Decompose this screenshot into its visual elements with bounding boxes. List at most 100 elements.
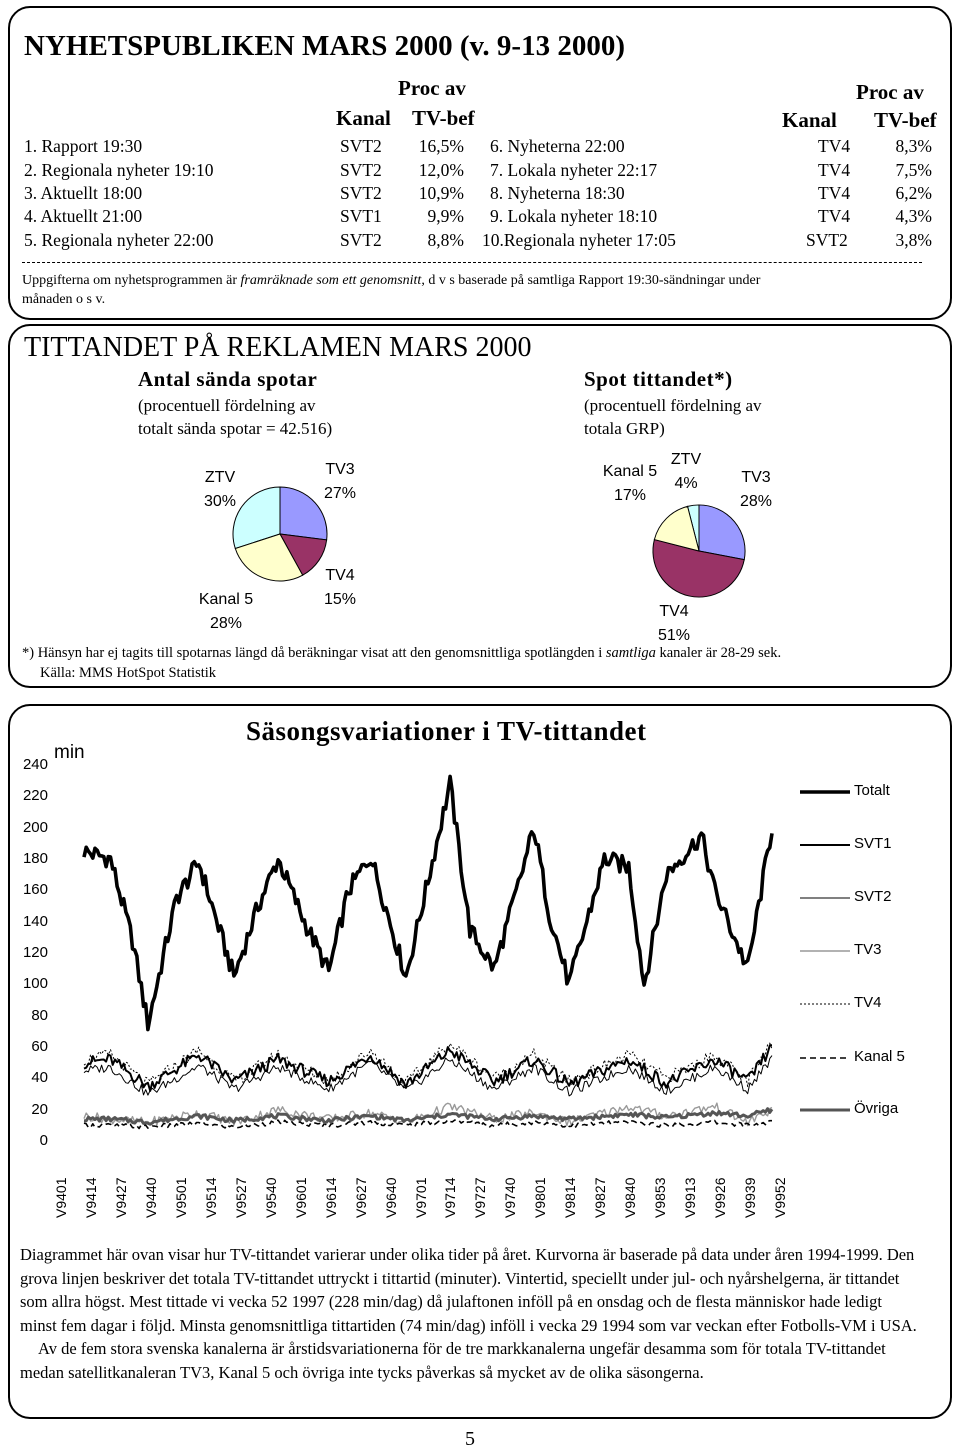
pie-slice-tv3 bbox=[279, 486, 328, 541]
series-line-tv4 bbox=[83, 1042, 773, 1088]
table-row: 9. Lokala nyheter 18:10 bbox=[490, 206, 658, 226]
right-pie-sub2: totala GRP) bbox=[584, 419, 665, 438]
y-tick-label: 200 bbox=[22, 818, 48, 836]
row-pct: 9,9% bbox=[427, 206, 464, 226]
row-kanal: SVT2 bbox=[340, 160, 382, 180]
y-axis-unit: min bbox=[54, 742, 85, 763]
table-row: 10.Regionala nyheter 17:05 bbox=[482, 230, 676, 250]
news-dashed-divider bbox=[22, 262, 922, 263]
season-box bbox=[8, 704, 952, 1419]
right-col-kanal: Kanal bbox=[782, 108, 837, 132]
table-row: 3. Aktuellt 18:00 bbox=[24, 183, 143, 203]
table-row: 7. Lokala nyheter 22:17 bbox=[490, 160, 658, 180]
pie1-label-tv4: TV4 15% bbox=[323, 567, 357, 608]
y-tick-label: 180 bbox=[22, 850, 48, 867]
table-row: 2. Regionala nyheter 19:10 bbox=[24, 160, 214, 180]
row-pct: 8,8% bbox=[427, 230, 464, 250]
row-kanal: SVT2 bbox=[340, 183, 382, 203]
series-line-svt2 bbox=[83, 1055, 773, 1097]
pie2-label-ztv: ZTV 4% bbox=[670, 451, 702, 492]
legend-label: TV4 bbox=[854, 994, 882, 1011]
legend-label: SVT1 bbox=[854, 835, 892, 852]
y-tick-label: 240 bbox=[22, 756, 48, 773]
table-row: 1. Rapport 19:30 bbox=[24, 136, 143, 156]
pie-slice-tv4 bbox=[652, 538, 745, 598]
legend-label: Övriga bbox=[854, 1100, 899, 1117]
pie2-label-tv3: TV3 28% bbox=[739, 469, 773, 510]
legend-label: Totalt bbox=[854, 782, 890, 799]
pie-slice-kanal-5 bbox=[653, 505, 700, 552]
row-pct: 10,9% bbox=[418, 183, 464, 203]
left-pie-heading: Antal sända spotar bbox=[138, 367, 318, 391]
row-kanal: SVT2 bbox=[340, 230, 382, 250]
table-row: 8. Nyheterna 18:30 bbox=[490, 183, 625, 203]
row-pct: 8,3% bbox=[895, 136, 932, 156]
legend-label: Kanal 5 bbox=[854, 1048, 905, 1065]
ads-footnote: *) Hänsyn har ej tagits till spotarnas l… bbox=[22, 645, 782, 661]
row-pct: 6,2% bbox=[895, 183, 932, 203]
series-line-totalt bbox=[82, 774, 774, 1032]
row-kanal: TV4 bbox=[818, 206, 851, 226]
row-pct: 3,8% bbox=[895, 230, 932, 250]
pie2-label-kanal5: Kanal 5 17% bbox=[602, 463, 658, 504]
y-tick-label: 140 bbox=[22, 912, 48, 930]
row-kanal: TV4 bbox=[818, 136, 851, 156]
page-number: 5 bbox=[465, 1428, 475, 1450]
season-chart-title: Säsongsvariationer i TV-tittandet bbox=[246, 716, 647, 746]
ads-title: TITTANDET PÅ REKLAMEN MARS 2000 bbox=[24, 332, 532, 363]
row-kanal: SVT2 bbox=[806, 230, 848, 250]
y-tick-label: 0 bbox=[39, 1132, 48, 1149]
row-kanal: TV4 bbox=[818, 183, 851, 203]
pie-chart-spots bbox=[232, 486, 328, 582]
news-box bbox=[8, 6, 952, 320]
pie2-label-tv4: TV4 51% bbox=[657, 603, 691, 644]
row-kanal: SVT2 bbox=[340, 136, 382, 156]
ads-box bbox=[8, 324, 952, 688]
y-tick-label: 40 bbox=[31, 1069, 48, 1087]
left-col-proc-av: Proc av bbox=[398, 76, 466, 100]
row-pct: 16,5% bbox=[418, 136, 464, 156]
row-pct: 12,0% bbox=[418, 160, 464, 180]
table-row: 5. Regionala nyheter 22:00 bbox=[24, 230, 214, 250]
news-note: Uppgifterna om nyhetsprogrammen är framr… bbox=[22, 273, 761, 307]
legend-label: SVT2 bbox=[854, 888, 892, 905]
right-pie-sub1: (procentuell fördelning av bbox=[584, 396, 762, 415]
series-line-kanal-5 bbox=[83, 1118, 772, 1130]
row-pct: 7,5% bbox=[895, 160, 932, 180]
row-kanal: TV4 bbox=[818, 160, 851, 180]
y-tick-label: 20 bbox=[31, 1100, 48, 1118]
y-tick-label: 80 bbox=[31, 1006, 48, 1024]
table-row: 4. Aktuellt 21:00 bbox=[24, 206, 143, 226]
row-pct: 4,3% bbox=[895, 206, 932, 226]
season-description: Diagrammet här ovan visar hur TV-tittand… bbox=[20, 1243, 920, 1384]
pie-slice-tv3 bbox=[698, 504, 746, 561]
left-col-kanal: Kanal bbox=[336, 106, 391, 130]
season-paragraph-2: Av de fem stora svenska kanalerna är års… bbox=[20, 1339, 886, 1382]
pie-slice-kanal-5 bbox=[234, 533, 304, 582]
y-tick-label: 160 bbox=[22, 881, 48, 899]
series-line-övriga bbox=[83, 1107, 774, 1126]
y-tick-label: 120 bbox=[22, 944, 48, 961]
pie-slice-ztv bbox=[232, 486, 281, 550]
news-title: NYHETSPUBLIKEN MARS 2000 (v. 9-13 2000) bbox=[24, 30, 625, 62]
ads-source: Källa: MMS HotSpot Statistik bbox=[40, 665, 217, 681]
pie1-label-ztv: ZTV 30% bbox=[203, 469, 237, 510]
pie1-label-kanal5: Kanal 5 28% bbox=[198, 591, 254, 632]
left-pie-sub1: (procentuell fördelning av bbox=[138, 396, 316, 415]
legend-label: TV3 bbox=[854, 941, 882, 958]
table-row: 6. Nyheterna 22:00 bbox=[490, 136, 625, 156]
series-line-svt1 bbox=[83, 1044, 772, 1092]
pie1-label-tv3: TV3 27% bbox=[323, 461, 357, 502]
y-tick-label: 60 bbox=[31, 1038, 48, 1055]
left-pie-sub2: totalt sända spotar = 42.516) bbox=[138, 419, 333, 438]
row-kanal: SVT1 bbox=[340, 206, 382, 226]
y-tick-label: 100 bbox=[22, 975, 48, 993]
right-col-proc-av: Proc av bbox=[856, 80, 924, 104]
pie-chart-grp bbox=[652, 504, 746, 598]
y-tick-label: 220 bbox=[22, 787, 48, 805]
right-pie-heading: Spot tittandet*) bbox=[584, 367, 733, 391]
season-paragraph-1: Diagrammet här ovan visar hur TV-tittand… bbox=[20, 1245, 917, 1335]
right-col-tvbef: TV-bef bbox=[874, 108, 937, 132]
left-col-tvbef: TV-bef bbox=[412, 106, 475, 130]
